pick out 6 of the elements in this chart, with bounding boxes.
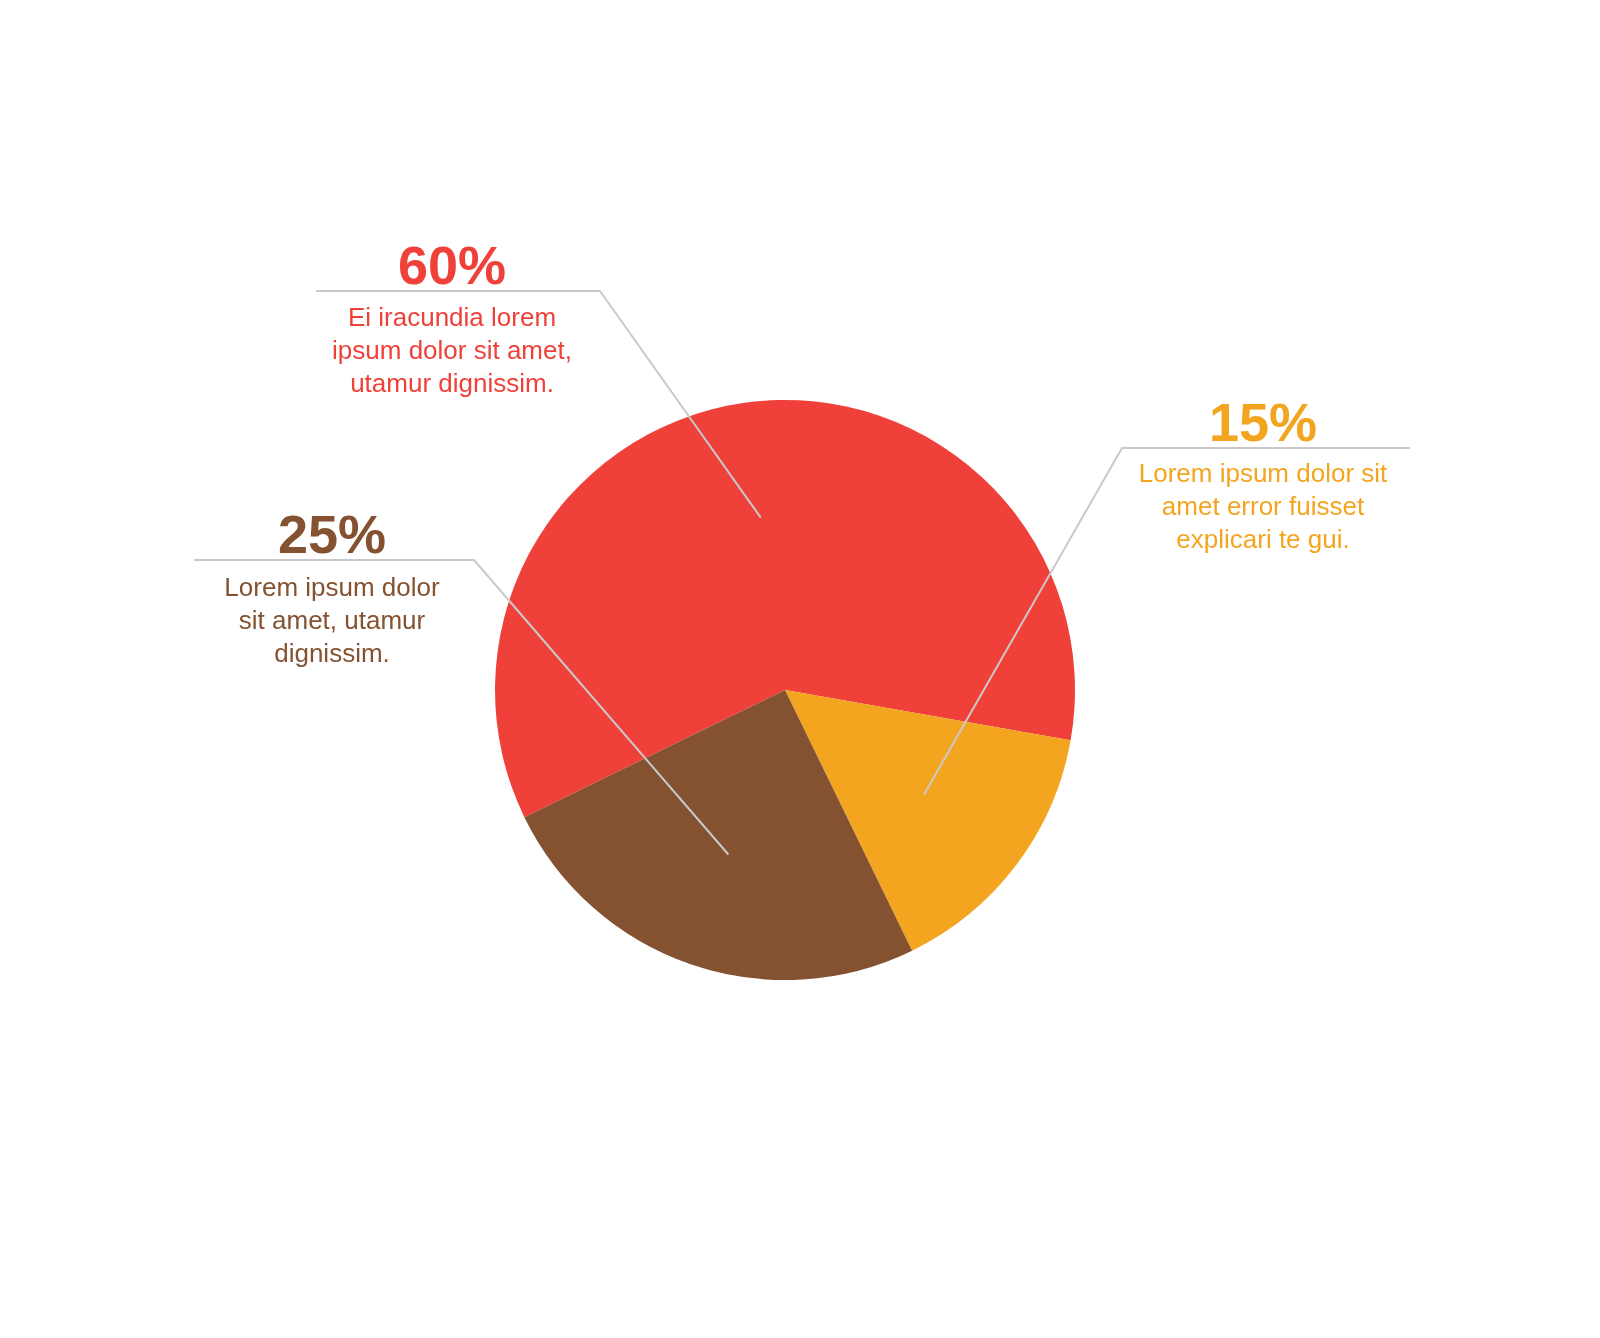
data-label: 25%	[277, 504, 387, 564]
data-label: 60%	[397, 235, 507, 295]
data-label: 15%	[1208, 392, 1318, 452]
slice-label: Lorem ipsum dolor sit amet, utamur dignissim.	[224, 572, 440, 668]
slice-label: Ei iracundia lorem ipsum dolor sit amet, utamur dignissim.	[332, 302, 572, 398]
slice-label: Lorem ipsum dolor sit amet error fuisset explicari te gui.	[1138, 458, 1389, 554]
